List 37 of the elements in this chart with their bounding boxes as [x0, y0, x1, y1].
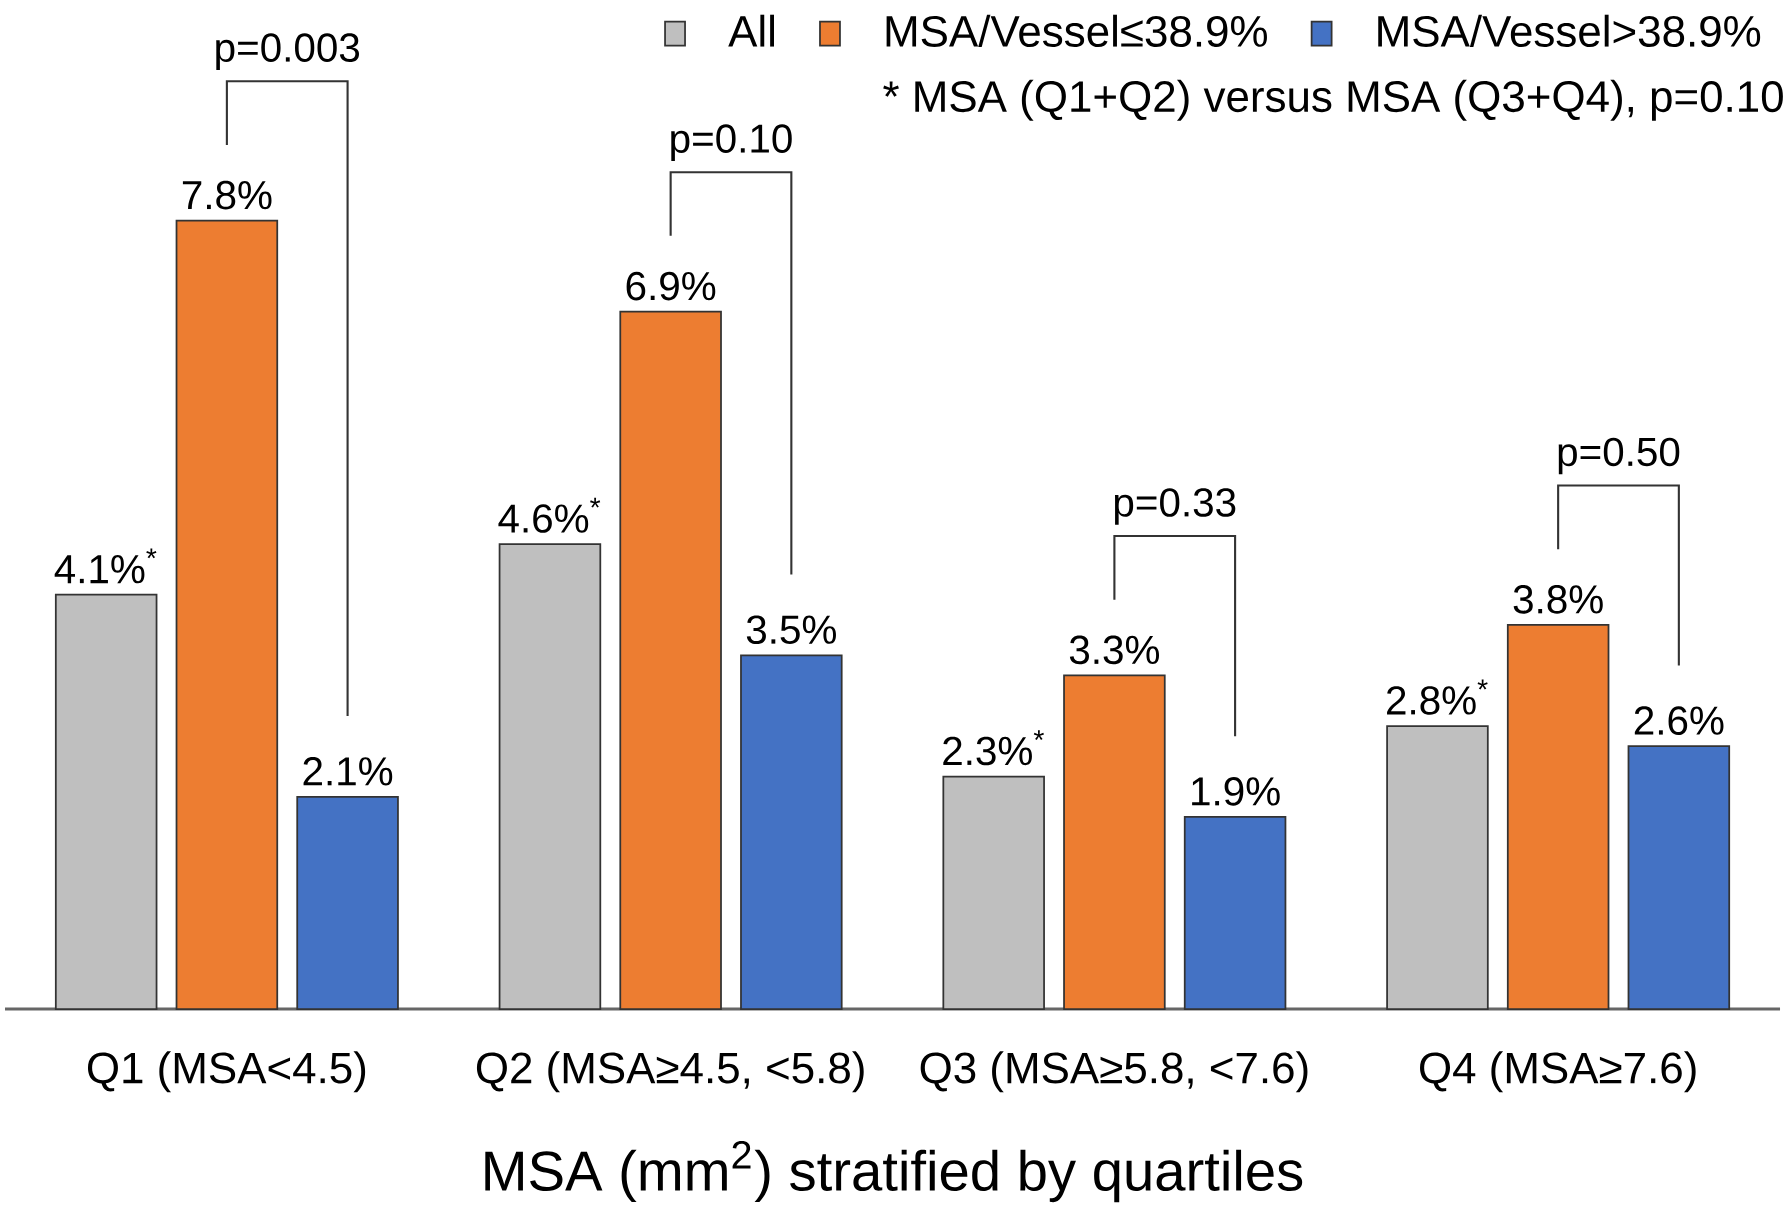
data-label: 4.1%$^{*}$	[54, 548, 157, 584]
bar	[1627, 745, 1731, 1010]
bar	[54, 593, 158, 1010]
data-label: 2.3%$^{*}$	[943, 730, 1044, 766]
text: p=0.003	[216, 33, 360, 70]
x-tick-label: Q3 (MSA≥5.8, <7.6)	[920, 1051, 1308, 1093]
data-label: 3.3%	[1069, 635, 1160, 665]
bar	[175, 219, 279, 1010]
bar	[498, 543, 602, 1010]
bar	[942, 775, 1045, 1010]
bar	[1183, 816, 1287, 1010]
x-tick-label: Q2 (MSA≥4.5, <5.8)	[476, 1051, 864, 1093]
bar	[740, 654, 843, 1010]
annotation: p=0.33	[1114, 488, 1236, 525]
data-label: 1.9%	[1192, 777, 1280, 806]
legend-label: All	[728, 14, 774, 47]
text: p=0.10	[671, 124, 792, 161]
x-tick-label: Q4 (MSA≥7.6)	[1420, 1051, 1696, 1093]
bar	[619, 310, 722, 1010]
legend-label: MSA/Vessel>38.9%	[1378, 14, 1761, 48]
data-label: 2.8%$^{*}$	[1387, 679, 1488, 715]
data-label: 2.1%	[303, 757, 393, 786]
data-label: 4.6%$^{*}$	[498, 497, 601, 533]
bar	[296, 795, 399, 1010]
data-label: 6.9%	[626, 271, 716, 301]
data-label: 3.5%	[746, 615, 836, 645]
x-axis-title: MSA (mm$^{2}$) stratified by quartiles	[485, 1140, 1303, 1203]
bar	[1063, 674, 1166, 1010]
text: * MSA (Q1+Q2) versus MSA (Q3+Q4), p=0.10	[883, 79, 1783, 121]
data-label: 2.6%	[1634, 706, 1724, 735]
legend-label: MSA/Vessel≤38.9%	[886, 14, 1267, 48]
data-label: 7.8%	[182, 180, 272, 210]
bar	[1386, 725, 1489, 1010]
data-label: 3.8%	[1513, 585, 1603, 614]
bar	[1506, 624, 1610, 1010]
annotation: p=0.50	[1558, 437, 1680, 475]
x-tick-label: Q1 (MSA<4.5)	[87, 1051, 366, 1093]
